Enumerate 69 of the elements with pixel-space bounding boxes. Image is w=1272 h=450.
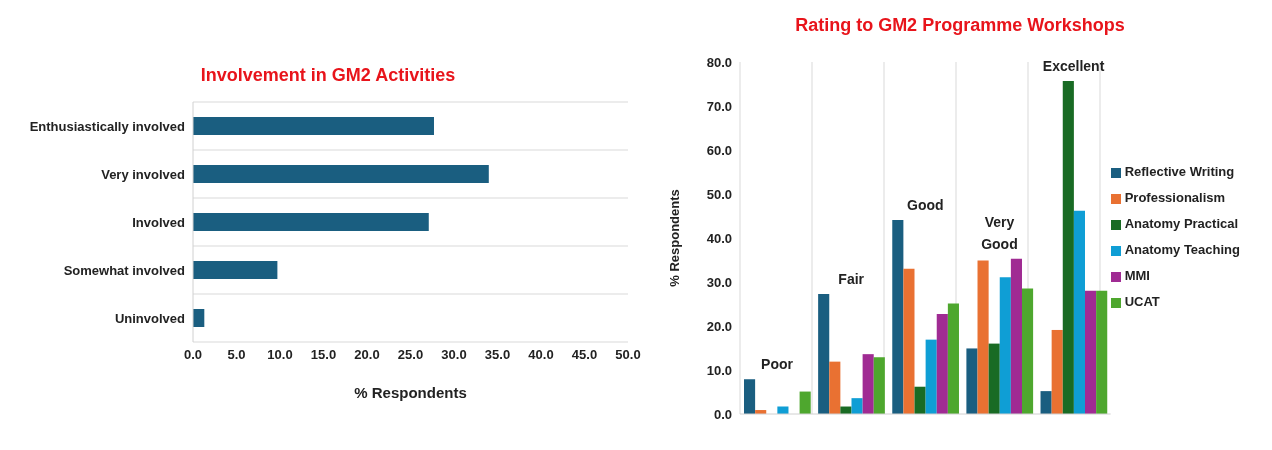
- bar: [193, 165, 489, 183]
- x-tick-label: 30.0: [441, 347, 467, 363]
- x-tick-label: 35.0: [484, 347, 511, 363]
- bar: [829, 361, 841, 414]
- x-tick-label: Fair: [838, 270, 865, 287]
- bar: [193, 117, 434, 135]
- legend-label: Reflective Writing: [1124, 164, 1235, 179]
- y-tick-label: Somewhat involved: [63, 262, 186, 278]
- bar: [925, 339, 937, 414]
- y-tick-label: 20.0: [706, 318, 732, 334]
- bar: [903, 268, 915, 414]
- bar: [966, 348, 978, 414]
- bar: [936, 314, 948, 414]
- chart-title: Rating to GM2 Programme Workshops: [794, 14, 1126, 37]
- bar: [914, 386, 926, 414]
- y-tick-label: 40.0: [706, 230, 732, 246]
- y-tick-label: Enthusiastically involved: [29, 118, 186, 134]
- x-tick-label: Poor: [761, 356, 794, 373]
- x-tick-label: 25.0: [397, 347, 424, 363]
- y-tick-label: 30.0: [706, 274, 732, 290]
- y-tick-label: 50.0: [706, 186, 732, 202]
- y-tick-label: Uninvolved: [114, 310, 186, 326]
- bar: [193, 261, 278, 279]
- x-tick-label: 50.0: [615, 347, 641, 363]
- y-tick-label: 0.0: [713, 406, 732, 422]
- bar: [1085, 290, 1097, 414]
- y-tick-label: 80.0: [706, 54, 732, 70]
- bar: [1040, 391, 1052, 414]
- bar: [851, 398, 863, 414]
- x-tick-label: Excellent: [1042, 57, 1105, 74]
- y-tick-label: Involved: [132, 214, 186, 230]
- legend-label: Anatomy Practical: [1124, 216, 1239, 231]
- y-tick-label: 10.0: [706, 362, 732, 378]
- bar: [999, 277, 1011, 414]
- bar: [818, 293, 830, 414]
- x-tick-label: Very Good: [981, 213, 1018, 252]
- x-tick-label: 10.0: [267, 347, 293, 363]
- chart-title: Involvement in GM2 Activities: [199, 64, 457, 87]
- legend-label: Professionalism: [1124, 190, 1226, 205]
- y-axis-title: % Respondents: [666, 189, 682, 287]
- x-tick-label: 45.0: [571, 347, 598, 363]
- bar: [947, 303, 959, 414]
- bar: [862, 354, 874, 414]
- bar: [1062, 80, 1074, 414]
- x-tick-label: 40.0: [528, 347, 554, 363]
- bar: [988, 343, 1000, 414]
- y-tick-label: 60.0: [706, 142, 732, 158]
- bar: [1051, 329, 1063, 414]
- x-tick-label: 20.0: [354, 347, 380, 363]
- bar: [193, 213, 429, 231]
- x-tick-label: Good: [907, 196, 944, 213]
- bar: [892, 219, 904, 414]
- legend-label: Anatomy Teaching: [1124, 242, 1240, 257]
- bar: [873, 357, 885, 414]
- y-tick-label: Very involved: [101, 166, 186, 182]
- bar: [1010, 258, 1022, 414]
- x-tick-label: 5.0: [227, 347, 246, 363]
- bar: [1073, 210, 1085, 414]
- bar: [977, 260, 989, 414]
- bar: [744, 379, 756, 414]
- bar: [799, 391, 811, 414]
- x-tick-label: 0.0: [183, 347, 203, 363]
- y-tick-label: 70.0: [706, 98, 732, 114]
- x-axis-title: % Respondents: [354, 384, 467, 401]
- bar: [1021, 288, 1034, 414]
- legend-label: MMI: [1124, 268, 1150, 283]
- x-tick-label: 15.0: [310, 347, 337, 363]
- legend-label: UCAT: [1124, 294, 1160, 309]
- bar: [1096, 290, 1108, 414]
